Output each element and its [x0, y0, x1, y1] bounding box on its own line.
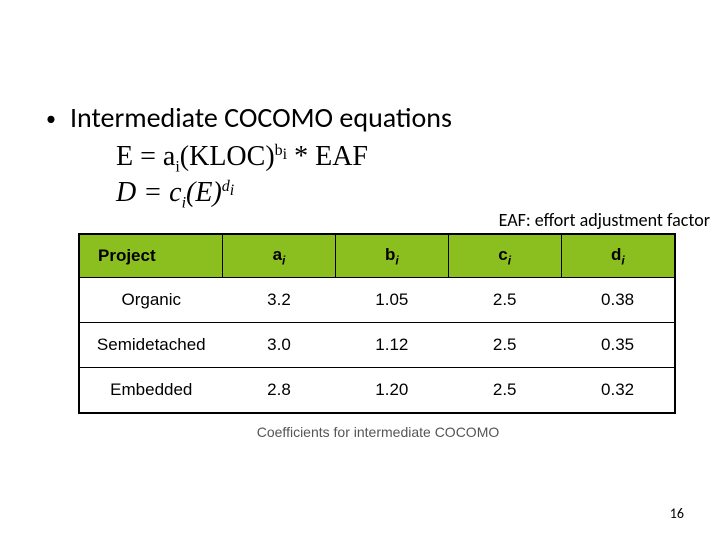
- td-b: 1.20: [335, 368, 448, 413]
- bullet-dot: •: [46, 107, 56, 131]
- td-project: Semidetached: [80, 323, 223, 368]
- td-a: 3.2: [223, 278, 336, 323]
- table-caption: Coefficients for intermediate COCOMO: [46, 424, 710, 440]
- td-b: 1.05: [335, 278, 448, 323]
- td-d: 0.38: [561, 278, 674, 323]
- th-project: Project: [80, 235, 223, 278]
- cocomo-table: Projectaibicidi Organic3.21.052.50.38Sem…: [80, 235, 674, 412]
- bullet-text: Intermediate COCOMO equations: [70, 100, 452, 135]
- equations-block: E = ai(KLOC)bi * EAF D = ci(E)di: [116, 141, 710, 213]
- td-project: Embedded: [80, 368, 223, 413]
- th-c: ci: [448, 235, 561, 278]
- equation-e: E = ai(KLOC)bi * EAF: [116, 141, 710, 177]
- td-project: Organic: [80, 278, 223, 323]
- td-a: 3.0: [223, 323, 336, 368]
- td-d: 0.32: [561, 368, 674, 413]
- cocomo-table-wrap: Projectaibicidi Organic3.21.052.50.38Sem…: [78, 233, 676, 414]
- td-c: 2.5: [448, 323, 561, 368]
- td-a: 2.8: [223, 368, 336, 413]
- table-header-row: Projectaibicidi: [80, 235, 674, 278]
- table-row: Embedded2.81.202.50.32: [80, 368, 674, 413]
- bullet-line: • Intermediate COCOMO equations: [46, 100, 710, 135]
- td-c: 2.5: [448, 368, 561, 413]
- td-c: 2.5: [448, 278, 561, 323]
- page-number: 16: [670, 505, 684, 522]
- th-b: bi: [335, 235, 448, 278]
- th-a: ai: [223, 235, 336, 278]
- table-body: Organic3.21.052.50.38Semidetached3.01.12…: [80, 278, 674, 413]
- table-row: Organic3.21.052.50.38: [80, 278, 674, 323]
- th-d: di: [561, 235, 674, 278]
- td-d: 0.35: [561, 323, 674, 368]
- equation-d: D = ci(E)di: [116, 177, 710, 213]
- td-b: 1.12: [335, 323, 448, 368]
- table-row: Semidetached3.01.122.50.35: [80, 323, 674, 368]
